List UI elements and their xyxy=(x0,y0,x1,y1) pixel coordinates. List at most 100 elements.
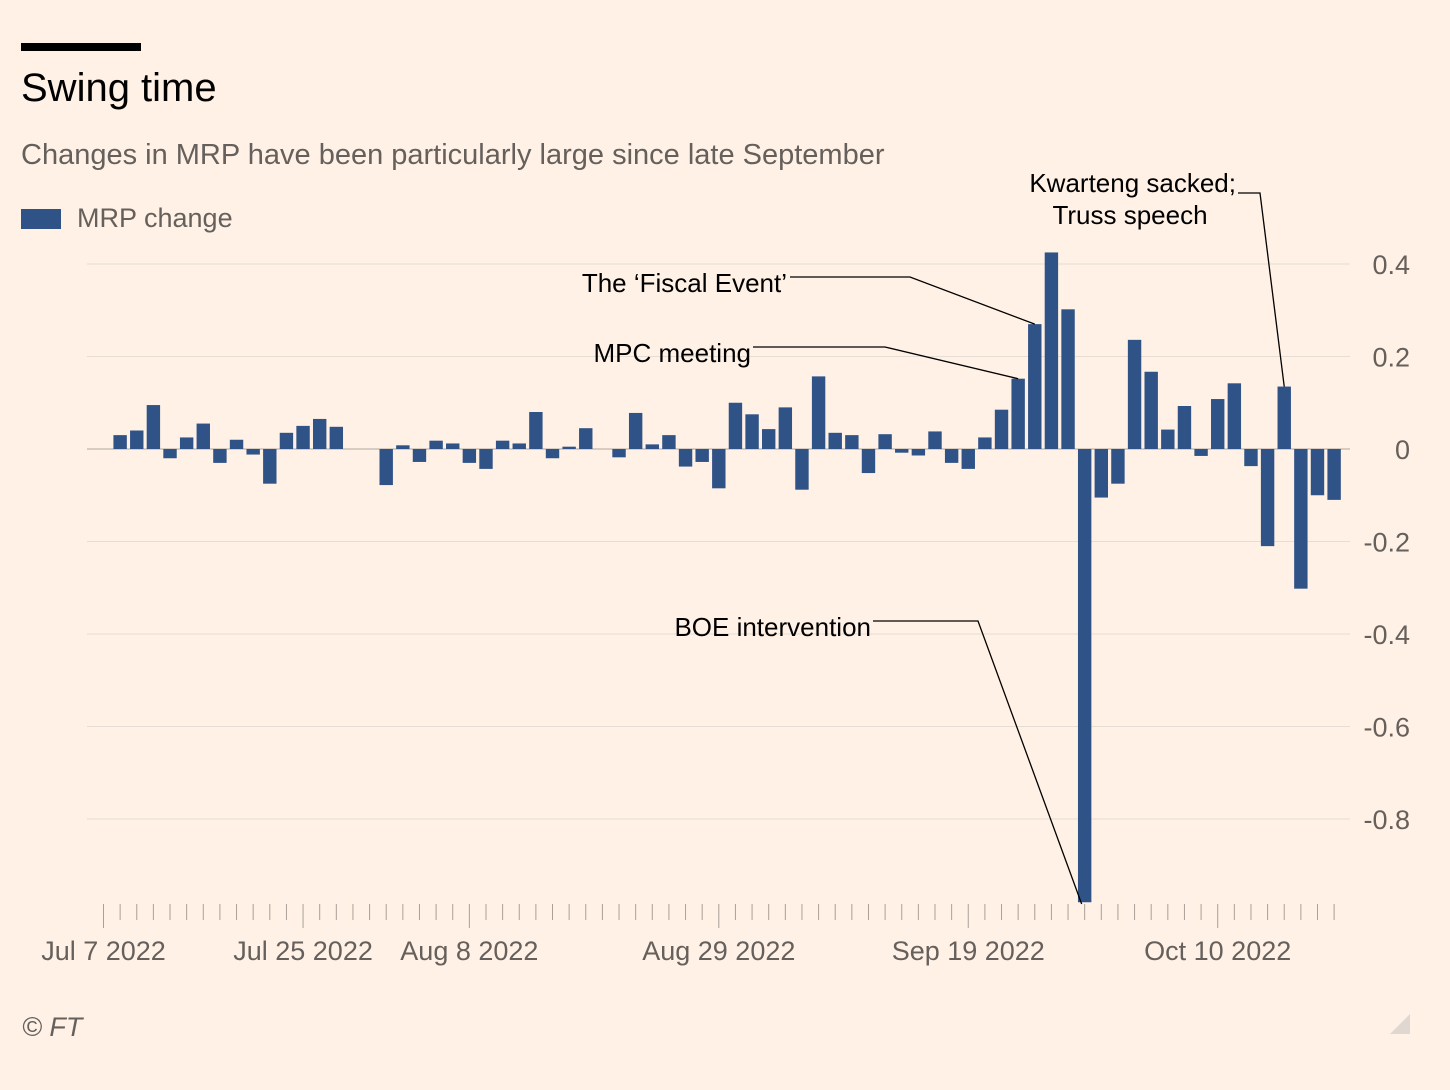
bar xyxy=(179,437,194,449)
annotation-leader xyxy=(1238,192,1285,387)
bar xyxy=(762,429,776,449)
annotation-leader xyxy=(873,620,1083,905)
bar xyxy=(529,412,543,449)
bar xyxy=(429,440,443,449)
bar xyxy=(562,446,576,449)
bar xyxy=(1111,449,1125,484)
bar xyxy=(1028,324,1042,450)
bar xyxy=(1044,252,1059,449)
bar xyxy=(462,449,477,463)
bar xyxy=(545,449,560,459)
annotation-label: BOE intervention xyxy=(674,612,871,642)
bar xyxy=(1011,378,1025,449)
bar xyxy=(495,440,510,449)
bar xyxy=(645,444,659,450)
bar xyxy=(695,449,709,462)
bar xyxy=(396,445,410,449)
bar xyxy=(878,434,892,449)
bar xyxy=(1094,449,1108,498)
bar xyxy=(612,449,626,458)
bar xyxy=(1211,399,1225,449)
bar xyxy=(263,449,277,484)
y-tick-label: 0 xyxy=(1395,435,1410,465)
bar xyxy=(1161,429,1175,449)
bar xyxy=(296,425,310,450)
bar xyxy=(379,449,393,486)
annotation-label: MPC meeting xyxy=(594,338,752,368)
bar xyxy=(196,423,210,449)
bar xyxy=(895,449,909,453)
bar xyxy=(479,449,493,469)
bar xyxy=(994,409,1009,449)
bar xyxy=(1194,449,1208,456)
x-tick-label: Jul 7 2022 xyxy=(41,936,166,966)
y-tick-label: -0.4 xyxy=(1363,620,1410,650)
bar xyxy=(845,435,859,450)
bar xyxy=(944,449,959,463)
bar xyxy=(412,449,427,462)
page-title: Swing time xyxy=(21,66,217,110)
x-tick-label: Aug 8 2022 xyxy=(400,936,538,966)
y-tick-label: -0.6 xyxy=(1363,713,1410,743)
annotation-label: The ‘Fiscal Event’ xyxy=(582,268,787,298)
bar xyxy=(861,449,876,474)
bar xyxy=(1227,383,1242,449)
resize-handle xyxy=(1390,1014,1410,1034)
annotation-layer: The ‘Fiscal Event’ MPC meeting Kwarteng sa… xyxy=(582,168,1285,905)
x-tick-label: Aug 29 2022 xyxy=(642,936,795,966)
top-rule xyxy=(21,43,141,51)
bar xyxy=(961,449,975,469)
bar xyxy=(146,405,161,449)
x-tick-label: Sep 19 2022 xyxy=(892,936,1045,966)
bar xyxy=(1177,405,1192,449)
bar xyxy=(811,376,826,449)
bar xyxy=(279,432,294,449)
bar xyxy=(1061,309,1075,449)
bar xyxy=(628,412,643,449)
annotation-label: Kwarteng sacked; xyxy=(1029,168,1236,198)
bar xyxy=(1260,449,1275,547)
bar xyxy=(778,407,793,450)
bar xyxy=(329,426,344,449)
x-tick-label: Jul 25 2022 xyxy=(233,936,373,966)
bar xyxy=(163,449,177,459)
y-tick-label: 0.4 xyxy=(1372,250,1410,280)
bar xyxy=(312,418,327,449)
bar xyxy=(246,449,260,455)
y-tick-label: 0.2 xyxy=(1372,343,1410,373)
legend: MRP change xyxy=(21,203,233,234)
bar xyxy=(1277,386,1291,449)
bar xyxy=(928,431,942,449)
bar xyxy=(911,449,926,456)
page-subtitle: Changes in MRP have been particularly la… xyxy=(21,139,885,171)
bar xyxy=(1144,371,1158,449)
bar xyxy=(1077,449,1092,903)
bar xyxy=(113,435,127,450)
bar xyxy=(1327,449,1341,500)
bar xyxy=(662,435,676,450)
y-tick-label: -0.2 xyxy=(1363,528,1410,558)
bar xyxy=(728,402,743,449)
bar xyxy=(828,432,842,449)
bar xyxy=(712,449,726,489)
copyright: © FT xyxy=(22,1012,83,1042)
bar xyxy=(1294,449,1308,589)
bar xyxy=(978,437,992,449)
legend-label: MRP change xyxy=(77,203,233,233)
bar xyxy=(512,443,526,449)
legend-swatch xyxy=(21,208,61,229)
bar xyxy=(579,428,593,449)
bar xyxy=(130,430,144,449)
bar xyxy=(229,439,244,449)
axis-layer: 0.4 0.2 0 -0.2 -0.4 -0.6 -0.8 Jul 7 2022 Jul 25 … xyxy=(41,250,1410,966)
bar xyxy=(745,414,759,449)
annotation-leader xyxy=(753,346,1019,380)
bar xyxy=(213,449,227,463)
x-tick-label: Oct 10 2022 xyxy=(1144,936,1291,966)
bar xyxy=(795,449,809,490)
bar xyxy=(446,443,460,449)
bars-layer xyxy=(113,252,1341,903)
bar xyxy=(1244,449,1258,467)
bar xyxy=(1127,339,1142,449)
